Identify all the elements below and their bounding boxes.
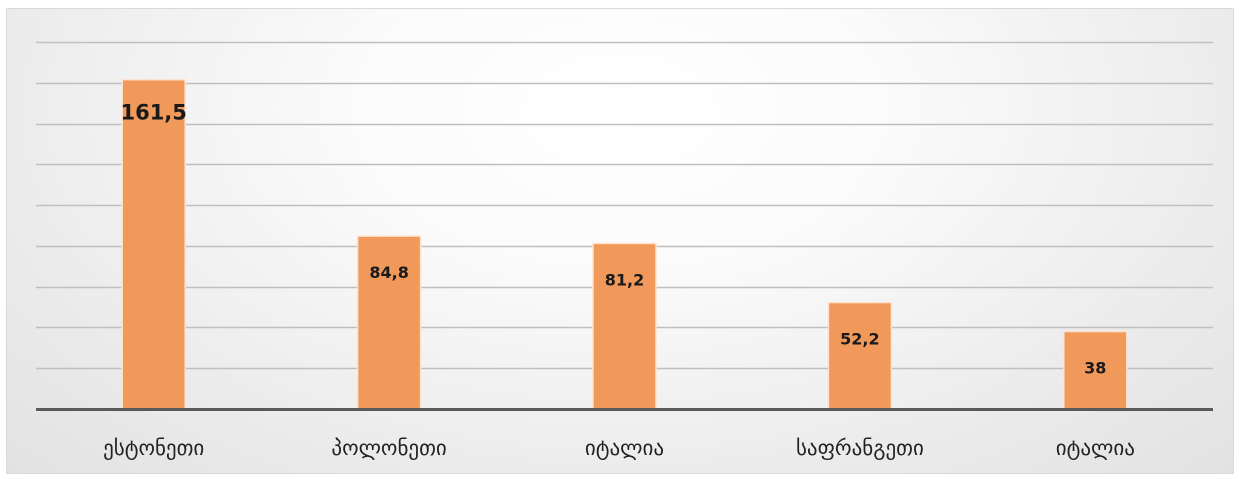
- bar-1: [121, 78, 186, 410]
- category-label-1: ესტონეთი: [103, 436, 204, 460]
- gridlines: [36, 41, 1213, 370]
- bar-3: [592, 242, 657, 410]
- chart-area: 161,5 84,8 81,2 52,2 38 ესტონეთი პოლონეთი იტალ…: [6, 8, 1234, 474]
- bar-2: [356, 235, 422, 410]
- data-label-3: 81,2: [605, 270, 644, 289]
- category-label-5: იტალია: [1056, 436, 1135, 460]
- bar-chart: 161,5 84,8 81,2 52,2 38 ესტონეთი პოლონეთი იტალ…: [36, 41, 1213, 460]
- data-label-2: 84,8: [369, 263, 408, 282]
- bar-5: [1063, 330, 1128, 410]
- category-labels: ესტონეთი პოლონეთი იტალია საფრანგეთი იტალია: [103, 436, 1135, 460]
- data-label-5: 38: [1084, 359, 1106, 378]
- bar-4: [827, 301, 893, 410]
- data-label-1: 161,5: [120, 101, 186, 125]
- category-label-4: საფრანგეთი: [796, 436, 924, 460]
- bars: [121, 78, 1128, 410]
- category-label-3: იტალია: [585, 436, 664, 460]
- data-label-4: 52,2: [840, 330, 879, 349]
- data-labels: 161,5 84,8 81,2 52,2 38: [120, 101, 1106, 378]
- category-label-2: პოლონეთი: [331, 436, 446, 460]
